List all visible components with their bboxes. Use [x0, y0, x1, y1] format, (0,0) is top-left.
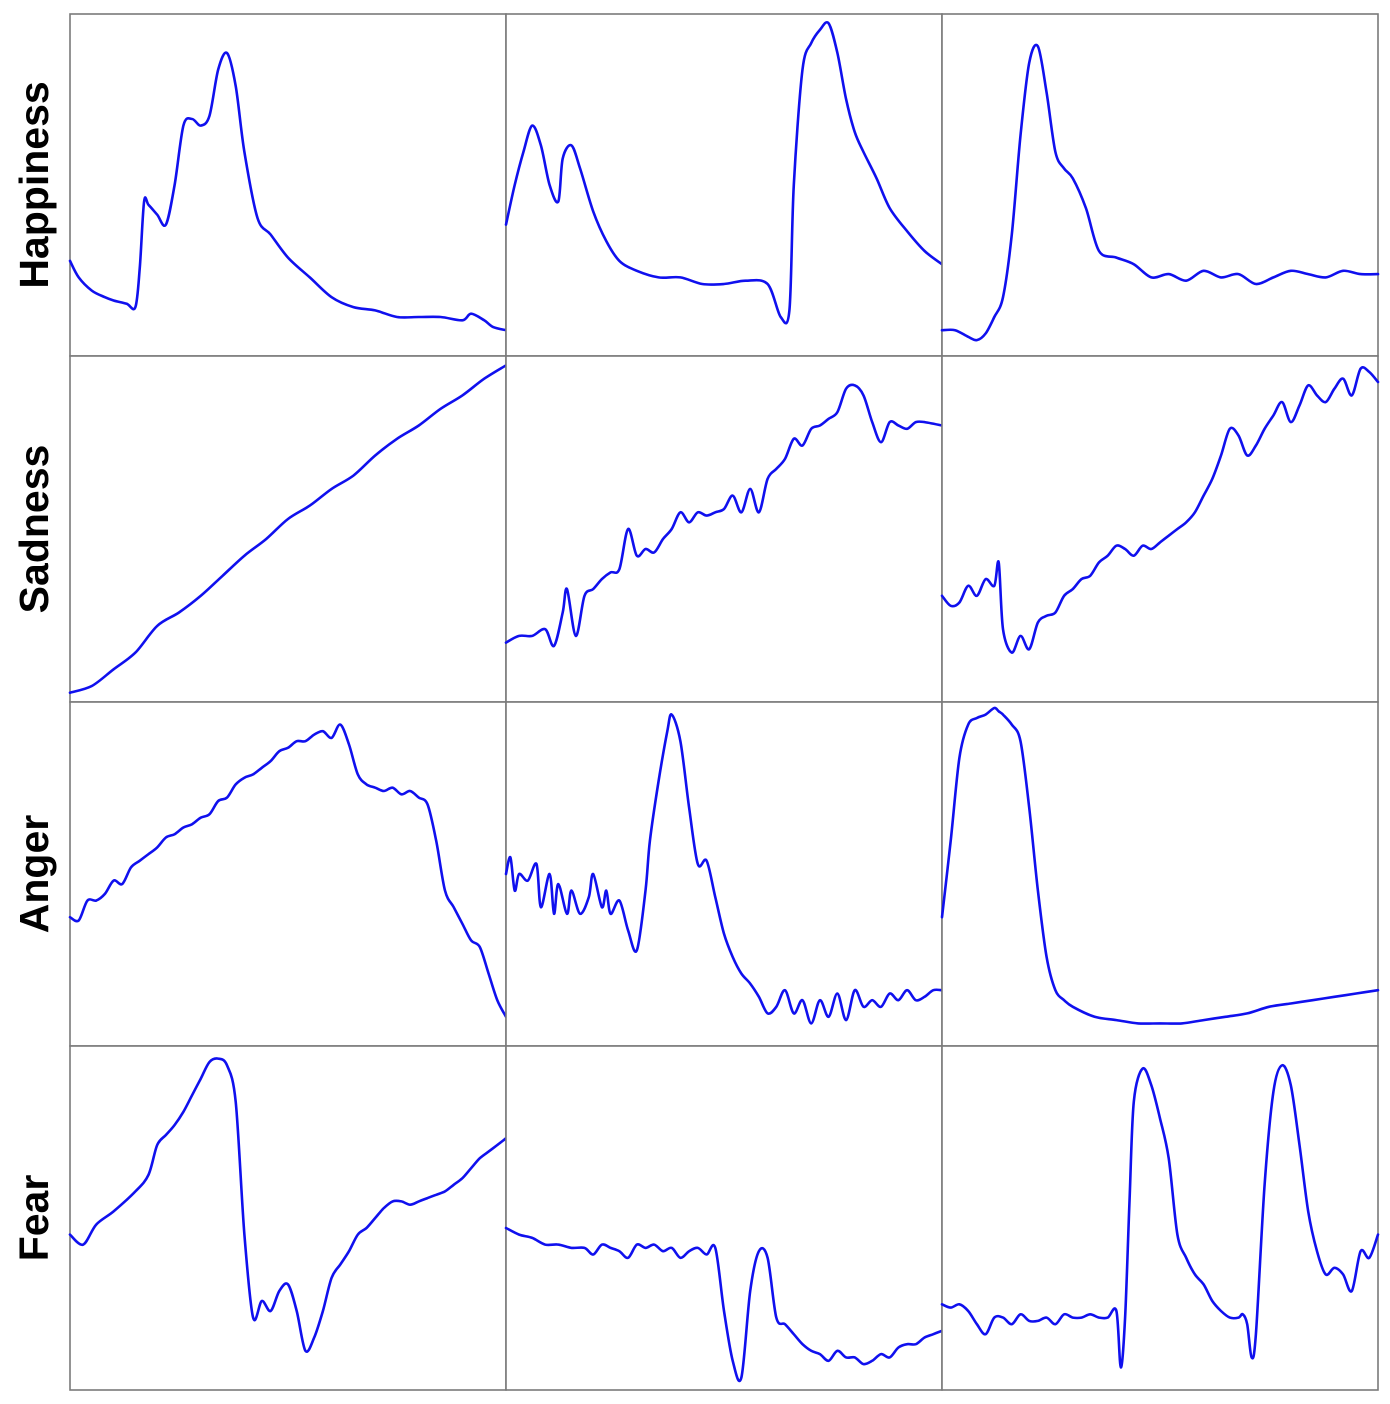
panel-sadness-2: [504, 355, 944, 703]
panel-frame: [505, 13, 943, 357]
panel-frame: [69, 701, 507, 1047]
panel-happiness-2: [504, 13, 944, 357]
panel-frame: [941, 13, 1379, 357]
series-line-anger-1: [68, 723, 508, 1019]
panel-fear-3: [940, 1045, 1380, 1391]
series-line-anger-3: [940, 706, 1380, 1025]
panel-anger-2: [504, 701, 944, 1047]
panel-frame: [941, 355, 1379, 703]
panel-frame: [505, 1045, 943, 1391]
series-line-fear-2: [504, 1226, 944, 1383]
panel-frame: [69, 13, 507, 357]
panel-happiness-3: [940, 13, 1380, 357]
panel-frame: [69, 1045, 507, 1391]
series-line-fear-1: [68, 1057, 508, 1353]
panel-fear-2: [504, 1045, 944, 1391]
panel-frame: [505, 355, 943, 703]
row-label-sadness: Sadness: [11, 445, 57, 614]
row-label-anger: Anger: [11, 815, 57, 934]
series-line-fear-3: [940, 1063, 1380, 1369]
panel-anger-1: [68, 701, 508, 1047]
series-line-happiness-3: [940, 43, 1380, 342]
panel-frame: [941, 701, 1379, 1047]
panel-frame: [505, 701, 943, 1047]
series-line-sadness-3: [940, 366, 1380, 654]
panel-sadness-1: [68, 355, 508, 703]
row-label-fear: Fear: [11, 1175, 57, 1262]
series-line-sadness-1: [68, 364, 508, 694]
panel-sadness-3: [940, 355, 1380, 703]
series-line-anger-2: [504, 713, 944, 1025]
panel-frame: [941, 1045, 1379, 1391]
panel-anger-3: [940, 701, 1380, 1047]
row-labels: Happiness Sadness Anger Fear: [11, 81, 57, 1261]
panel-happiness-1: [68, 13, 508, 357]
row-label-happiness: Happiness: [11, 81, 57, 288]
series-line-sadness-2: [504, 383, 944, 648]
panel-grid: [68, 13, 1380, 1391]
panel-fear-1: [68, 1045, 508, 1391]
series-line-happiness-1: [68, 51, 508, 332]
series-line-happiness-2: [504, 21, 944, 325]
